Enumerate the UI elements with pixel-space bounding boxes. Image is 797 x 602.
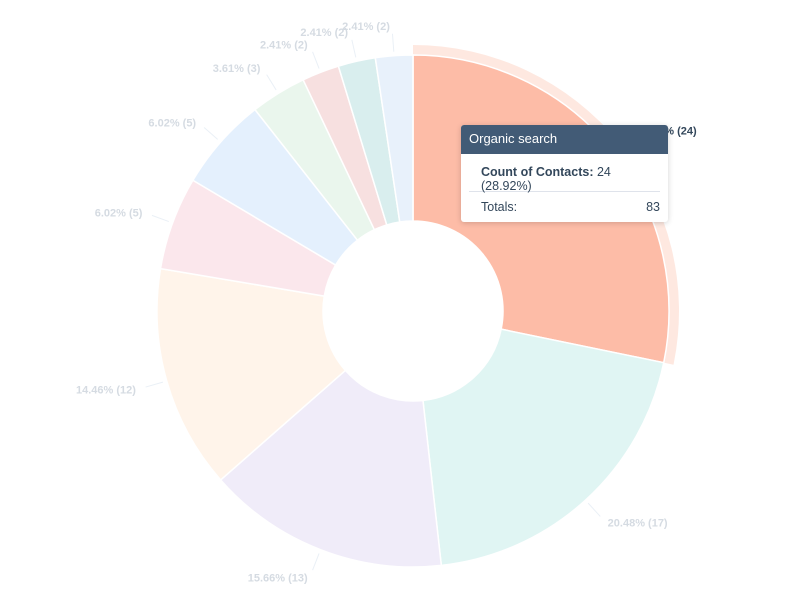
tooltip-metric-row: Count of Contacts: 24 (28.92%)	[461, 154, 668, 193]
leader-line	[312, 51, 320, 69]
leader-line	[151, 214, 170, 223]
leader-line	[145, 381, 164, 388]
leader-line	[391, 33, 395, 52]
chart-tooltip: Organic search Count of Contacts: 24 (28…	[461, 125, 668, 222]
pie-slice[interactable]	[156, 267, 347, 481]
tooltip-metric-value: 24 (28.92%)	[481, 165, 611, 193]
slice-data-label: 2.41% (2)	[260, 39, 308, 51]
slice-data-label: 6.02% (5)	[95, 208, 143, 220]
leader-line	[266, 74, 277, 91]
slice-data-label: 20.48% (17)	[608, 517, 668, 529]
slice-data-label: 3.61% (3)	[213, 63, 261, 75]
tooltip-total-value: 83	[646, 200, 660, 214]
leader-line	[312, 553, 320, 571]
slice-data-label: 15.66% (13)	[248, 573, 308, 585]
leader-line	[587, 502, 601, 517]
leader-line	[351, 39, 357, 58]
slice-data-label: 2.41% (2)	[300, 27, 348, 39]
pie-slice[interactable]	[422, 328, 665, 567]
slice-data-label: 2.41% (2)	[342, 21, 390, 33]
tooltip-total-label: Totals:	[481, 200, 518, 214]
tooltip-divider	[469, 191, 660, 192]
pie-slice[interactable]	[374, 54, 414, 223]
tooltip-total-row: Totals: 83	[461, 192, 668, 222]
tooltip-title: Organic search	[461, 125, 668, 154]
slice-data-label: 14.46% (12)	[76, 384, 136, 396]
tooltip-metric-label: Count of Contacts:	[481, 165, 594, 179]
slice-data-label: 6.02% (5)	[148, 117, 196, 129]
leader-line	[203, 127, 218, 140]
pie-slice[interactable]	[219, 369, 443, 568]
